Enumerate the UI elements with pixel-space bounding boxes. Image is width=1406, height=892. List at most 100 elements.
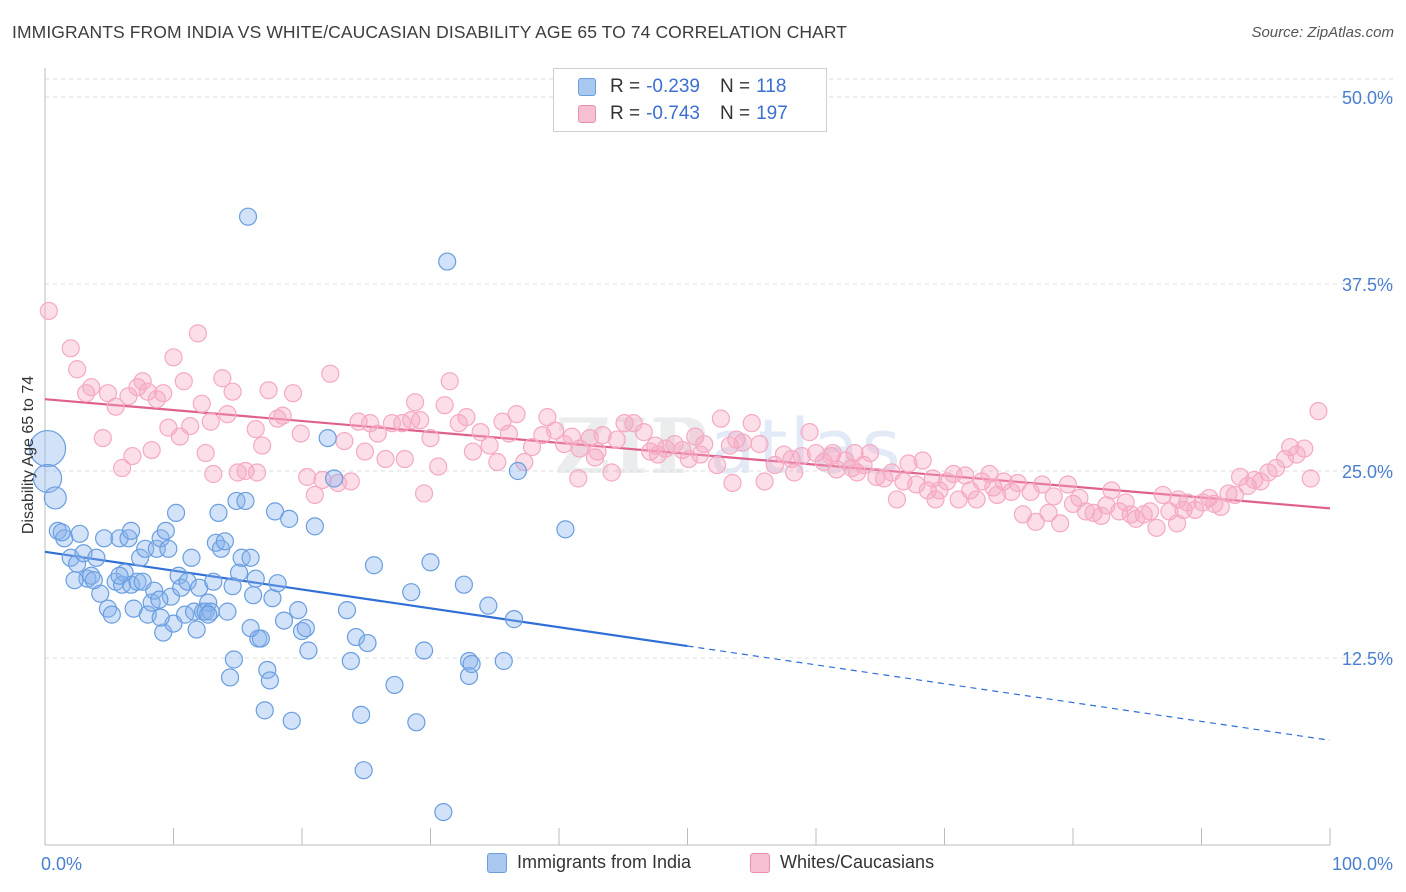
point-india <box>421 553 440 572</box>
point-white <box>341 472 360 491</box>
legend-r-value: -0.743 <box>646 103 700 124</box>
point-white <box>913 451 932 470</box>
point-white <box>602 463 621 482</box>
series-swatch-white <box>750 852 770 873</box>
point-white <box>1211 497 1230 517</box>
point-india <box>154 623 173 642</box>
point-india <box>238 207 258 226</box>
point-india <box>102 605 121 624</box>
point-india <box>407 713 426 732</box>
legend-r-value: -0.239 <box>646 76 700 97</box>
y-tick-label: 50.0% <box>1342 88 1393 108</box>
point-white <box>395 449 414 469</box>
point-white <box>1275 449 1295 469</box>
point-white <box>1039 503 1058 522</box>
y-tick-label: 12.5% <box>1342 649 1393 669</box>
point-white <box>463 442 483 461</box>
point-india <box>161 587 181 606</box>
point-india <box>289 601 308 620</box>
point-india <box>241 548 260 567</box>
point-india <box>305 517 324 536</box>
point-white <box>967 490 986 509</box>
point-india <box>508 461 527 481</box>
point-white <box>196 443 215 463</box>
point-white <box>907 475 926 494</box>
point-india <box>32 463 63 494</box>
legend-row-white: R = -0.743 N = 197 <box>578 102 788 126</box>
trend-line-india <box>44 550 688 648</box>
legend-n-value: 197 <box>756 103 788 124</box>
series-label-india: Immigrants from India <box>517 852 692 872</box>
point-india <box>352 705 371 724</box>
point-white <box>673 440 692 460</box>
series-legend-white[interactable]: Whites/Caucasians <box>750 852 934 873</box>
point-white <box>68 360 87 379</box>
chart-title: IMMIGRANTS FROM INDIA VS WHITE/CAUCASIAN… <box>12 22 848 42</box>
point-white <box>488 452 507 472</box>
point-white <box>77 384 96 403</box>
point-white <box>228 463 247 482</box>
point-white <box>142 440 161 460</box>
trend-line-white <box>44 398 1331 510</box>
point-white <box>181 417 200 436</box>
point-white <box>707 455 727 475</box>
legend-r-label: R = <box>610 76 641 97</box>
point-white <box>164 348 183 367</box>
point-white <box>349 412 368 431</box>
series-legend-india[interactable]: Immigrants from India <box>487 852 691 873</box>
point-white <box>792 446 811 466</box>
point-india <box>479 596 498 615</box>
point-india <box>70 524 89 543</box>
point-india <box>65 571 84 590</box>
point-india <box>166 503 186 522</box>
point-white <box>711 409 731 428</box>
point-white <box>313 470 332 490</box>
tick-labels: 12.5% 25.0% 37.5% 50.0% 0.0% 100.0% <box>41 88 1393 874</box>
point-white <box>246 420 265 439</box>
point-white <box>106 397 125 416</box>
point-white <box>785 463 804 482</box>
point-india <box>110 566 129 585</box>
point-white <box>1153 485 1173 505</box>
point-white <box>298 467 317 487</box>
point-white <box>1044 487 1063 506</box>
point-white <box>926 490 945 509</box>
point-india <box>52 523 71 542</box>
point-white <box>1225 485 1245 505</box>
point-white <box>1185 500 1205 519</box>
point-india <box>260 671 279 690</box>
point-white <box>887 490 907 509</box>
point-white <box>253 436 272 455</box>
point-white <box>61 339 80 358</box>
point-white <box>457 408 476 427</box>
series-swatch-india <box>487 852 507 873</box>
point-white <box>1169 490 1188 509</box>
point-white <box>201 412 220 431</box>
point-india <box>459 666 479 686</box>
point-india <box>504 610 524 629</box>
point-white <box>192 394 211 413</box>
x-tick-label-min: 0.0% <box>41 854 82 874</box>
point-white <box>691 445 710 464</box>
point-white <box>480 436 499 455</box>
point-white <box>845 443 864 463</box>
point-white <box>944 464 963 484</box>
point-white <box>218 405 237 424</box>
point-white <box>1245 470 1264 490</box>
point-india <box>246 569 265 588</box>
legend-row-india: R = -0.239 N = 118 <box>578 75 786 99</box>
point-white <box>291 424 310 443</box>
point-india <box>494 651 513 671</box>
point-white <box>405 393 425 412</box>
point-white <box>742 414 761 433</box>
point-white <box>1309 402 1328 421</box>
axes <box>44 68 1331 846</box>
point-india <box>95 529 114 548</box>
source-label: Source: ZipAtlas.com <box>1251 24 1394 41</box>
point-white <box>1301 469 1320 488</box>
point-white <box>39 301 58 321</box>
point-white <box>411 411 430 430</box>
point-white <box>733 433 752 452</box>
point-india <box>28 429 67 468</box>
